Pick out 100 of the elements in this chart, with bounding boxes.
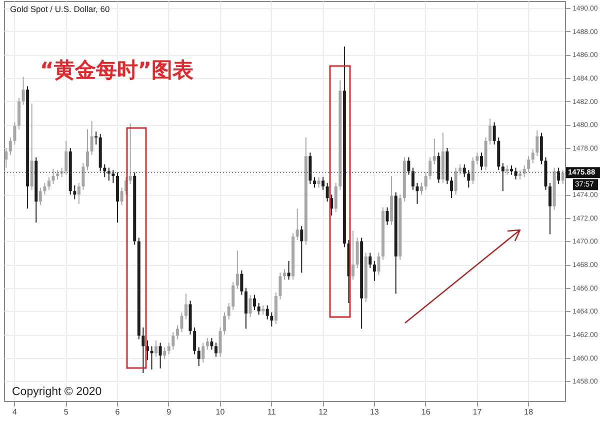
candlestick — [77, 182, 80, 204]
candlestick — [557, 167, 560, 185]
candlestick — [163, 346, 166, 360]
candlestick — [158, 342, 162, 369]
candlestick — [411, 167, 414, 190]
candlestick — [372, 260, 376, 282]
x-tick-label: 9 — [166, 408, 172, 416]
candlestick — [454, 167, 458, 196]
candlestick — [476, 152, 479, 165]
candlestick — [432, 138, 436, 165]
candlestick — [128, 122, 132, 185]
candlestick — [467, 170, 470, 188]
candlestick — [232, 282, 235, 311]
candlestick — [522, 164, 526, 178]
candlestick — [244, 287, 248, 330]
x-tick-label: 6 — [115, 408, 120, 416]
candlestick — [257, 302, 260, 316]
candlestick — [210, 338, 214, 350]
candlestick — [424, 172, 428, 190]
candlestick — [223, 312, 226, 336]
candlestick — [184, 293, 188, 320]
chart-title: Gold Spot / U.S. Dollar, 60 — [10, 4, 110, 14]
candlestick — [437, 152, 440, 184]
annotation: “黄金每时”图表 — [40, 58, 194, 82]
candlestick — [86, 128, 90, 171]
candlestick — [52, 168, 55, 185]
candlestick — [300, 226, 304, 274]
candlestick — [112, 170, 115, 184]
candlestick — [322, 176, 325, 190]
candlestick — [536, 130, 539, 157]
candlestick — [90, 120, 94, 156]
candlestick — [416, 182, 419, 204]
candlestick — [43, 182, 46, 196]
candlestick — [471, 156, 474, 185]
candlestick — [64, 140, 68, 176]
candlestick — [142, 327, 145, 374]
candlestick — [202, 342, 205, 364]
candlestick — [287, 260, 290, 280]
candlestick — [218, 327, 222, 358]
x-tick-label: 12 — [318, 408, 328, 416]
x-tick-label: 18 — [524, 408, 534, 416]
x-tick-label: 4 — [12, 408, 18, 416]
candlestick — [368, 252, 372, 269]
candlestick — [326, 182, 329, 202]
candlestick — [428, 156, 432, 180]
candlestick — [312, 176, 316, 188]
candlestick — [103, 164, 106, 178]
candlestick — [518, 170, 522, 180]
candlestick — [22, 76, 25, 106]
candlestick — [278, 272, 282, 300]
x-tick-label: 16 — [421, 408, 431, 416]
candlestick — [462, 164, 466, 178]
candlestick — [527, 156, 530, 173]
candlestick — [407, 156, 410, 176]
candlestick — [377, 252, 380, 276]
x-tick-label: 10 — [216, 408, 226, 416]
candlestick — [450, 176, 454, 199]
candlestick — [214, 342, 218, 358]
candlestick — [352, 230, 355, 280]
candlestick — [420, 182, 424, 196]
candlestick — [193, 327, 196, 355]
x-tick-label: 11 — [267, 408, 276, 416]
candlestick — [13, 122, 16, 145]
candlestick — [8, 136, 12, 156]
candlestick — [561, 170, 564, 185]
candlestick — [488, 118, 492, 145]
x-tick-label: 17 — [472, 408, 482, 416]
candlestick — [501, 162, 504, 192]
candlestick — [458, 164, 462, 176]
candlestick — [82, 162, 85, 190]
candlestick — [206, 338, 209, 350]
candlestick — [510, 164, 513, 176]
candlestick — [197, 346, 200, 367]
candlestick — [240, 270, 244, 296]
candlestick — [227, 302, 230, 320]
candlestick — [4, 147, 8, 168]
candlestick — [47, 176, 50, 190]
candlestick — [317, 176, 320, 188]
candlestick — [167, 342, 170, 355]
candlestick — [283, 268, 286, 280]
candlestick — [480, 152, 483, 171]
x-tick-label: 5 — [64, 408, 69, 416]
candlestick — [548, 182, 552, 235]
candlestick — [38, 187, 42, 206]
candlestick — [172, 332, 175, 350]
candlestick — [180, 312, 184, 333]
candlestick — [386, 206, 389, 226]
candlestick — [56, 170, 60, 180]
candlestick — [248, 294, 252, 318]
candlestick — [154, 340, 158, 358]
candlestick — [176, 324, 179, 340]
candlestick — [266, 304, 269, 320]
candlestick — [253, 294, 256, 311]
candlestick — [270, 312, 274, 327]
annotation: Copyright © 2020 — [12, 386, 102, 398]
candlestick — [531, 148, 534, 164]
candlestick — [334, 182, 338, 213]
candlestick — [120, 187, 124, 206]
candlestick — [356, 237, 359, 269]
x-tick-label: 13 — [370, 408, 380, 416]
